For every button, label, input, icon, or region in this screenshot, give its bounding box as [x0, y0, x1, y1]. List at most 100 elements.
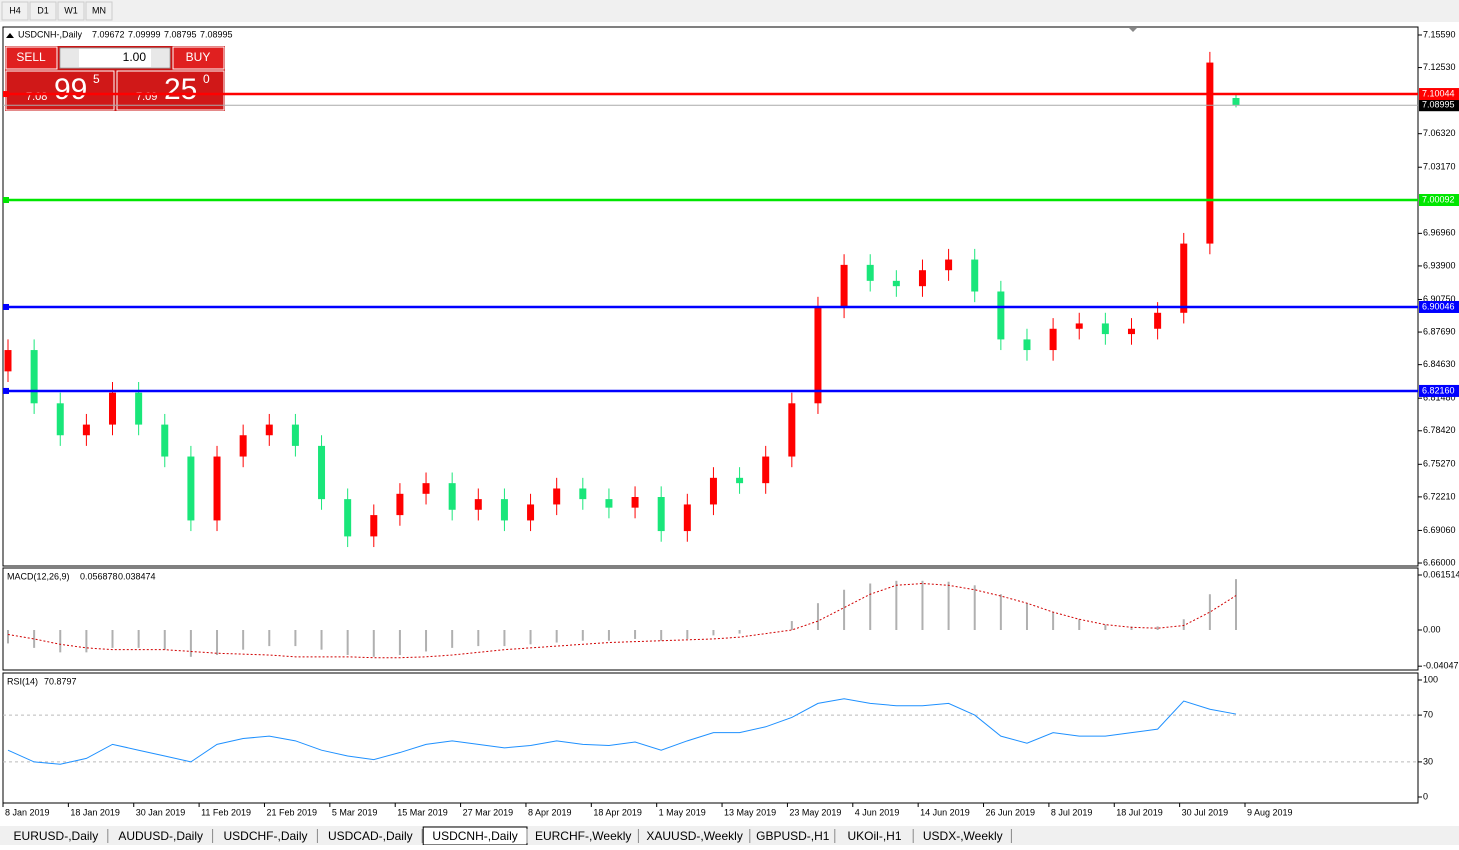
- y-tick-label: 6.84630: [1423, 359, 1456, 369]
- timeframe-button[interactable]: [85, 1, 113, 21]
- candle-body: [866, 264, 874, 281]
- tab[interactable]: [835, 827, 914, 845]
- candle-body: [892, 280, 900, 287]
- x-tick-label: 21 Feb 2019: [266, 807, 317, 817]
- candle-body: [109, 392, 117, 425]
- tab-label[interactable]: USDX-,Weekly: [923, 829, 1003, 843]
- rsi-tick-label: 30: [1423, 756, 1433, 766]
- candle-body: [1232, 98, 1240, 106]
- x-tick-label: 5 Mar 2019: [332, 807, 378, 817]
- candle-body: [945, 259, 953, 271]
- buy-price-big[interactable]: 7.09: [136, 91, 157, 103]
- buy-price-box[interactable]: [116, 70, 225, 111]
- tab-label[interactable]: USDCHF-,Daily: [224, 829, 308, 843]
- macd-tick-label: 0.00: [1423, 624, 1441, 634]
- candle-body: [579, 488, 587, 500]
- x-tick-label: 14 Jun 2019: [920, 807, 970, 817]
- candle-body: [161, 424, 169, 457]
- timeframe-button[interactable]: [29, 1, 57, 21]
- y-tick-label: 6.72210: [1423, 491, 1456, 501]
- tab[interactable]: [750, 827, 835, 845]
- level-anchor[interactable]: [3, 387, 9, 394]
- x-tick-label: 18 Apr 2019: [593, 807, 642, 817]
- level-label: 6.90046: [1422, 301, 1455, 311]
- level-anchor[interactable]: [3, 197, 9, 204]
- candle-body: [971, 259, 979, 292]
- sell-price-box[interactable]: [5, 70, 115, 111]
- timeframe-button[interactable]: [1, 1, 29, 21]
- lot-field[interactable]: [59, 47, 171, 69]
- x-tick-label: 8 Apr 2019: [528, 807, 572, 817]
- x-tick-label: 18 Jan 2019: [70, 807, 120, 817]
- y-tick-label: 7.15590: [1423, 29, 1456, 39]
- macd-signal: [7, 583, 1237, 659]
- candle-body: [1154, 312, 1162, 329]
- tab-label[interactable]: UKOil-,H1: [847, 829, 901, 843]
- timeframe-label[interactable]: H4: [9, 5, 21, 15]
- rsi-tick-label: 70: [1423, 709, 1433, 719]
- x-tick-label: 9 Aug 2019: [1247, 807, 1293, 817]
- x-tick-label: 26 Jun 2019: [986, 807, 1036, 817]
- macd-panel: [2, 567, 1419, 671]
- tab-label[interactable]: EURUSD-,Daily: [14, 829, 99, 843]
- x-tick-label: 8 Jan 2019: [5, 807, 50, 817]
- macd-title: MACD(12,26,9): [7, 571, 70, 581]
- buy-price-pips[interactable]: 25: [164, 73, 197, 106]
- x-tick-label: 30 Jul 2019: [1182, 807, 1229, 817]
- candle-body: [631, 497, 639, 508]
- sell-button[interactable]: [5, 46, 58, 70]
- level-label-box: [1419, 384, 1459, 397]
- timeframe-label[interactable]: D1: [37, 5, 49, 15]
- macd-signal-value: 0.038474: [118, 571, 156, 581]
- tab-label[interactable]: USDCNH-,Daily: [432, 829, 517, 843]
- tab-label[interactable]: GBPUSD-,H1: [756, 829, 830, 843]
- sell-price-pips[interactable]: 99: [54, 73, 87, 106]
- sell-label[interactable]: SELL: [16, 50, 46, 64]
- timeframe-label[interactable]: W1: [64, 5, 78, 15]
- buy-label[interactable]: BUY: [186, 50, 211, 64]
- candle-body: [344, 499, 352, 537]
- sell-price-point[interactable]: 5: [93, 72, 100, 86]
- level-anchor[interactable]: [3, 303, 9, 310]
- y-tick-label: 6.81480: [1423, 393, 1456, 403]
- candle-body: [291, 424, 299, 446]
- tab[interactable]: [639, 827, 750, 845]
- lot-up[interactable]: [151, 49, 169, 67]
- tab[interactable]: [318, 827, 423, 845]
- tab-label[interactable]: AUDUSD-,Daily: [118, 829, 203, 843]
- timeframe-button[interactable]: [57, 1, 85, 21]
- lot-value[interactable]: 1.00: [123, 50, 147, 64]
- tab[interactable]: [213, 827, 318, 845]
- y-tick-label: 7.06320: [1423, 128, 1456, 138]
- timeframe-label[interactable]: MN: [92, 5, 106, 15]
- tab[interactable]: [528, 827, 639, 845]
- candle-body: [56, 403, 64, 436]
- candle-body: [1206, 62, 1214, 244]
- level-anchor[interactable]: [3, 91, 9, 98]
- trade-panel: SELL 1.00 BUY 7.08 99 5 7.09 25 0: [5, 46, 225, 111]
- candle-body: [239, 435, 247, 457]
- lot-down[interactable]: [61, 49, 79, 67]
- tab-label[interactable]: USDCAD-,Daily: [328, 829, 413, 843]
- rsi-tick-label: 100: [1423, 674, 1438, 684]
- tab[interactable]: [914, 827, 1012, 845]
- x-tick-label: 8 Jul 2019: [1051, 807, 1093, 817]
- tab-label[interactable]: XAUUSD-,Weekly: [646, 829, 742, 843]
- tab-label[interactable]: EURCHF-,Weekly: [535, 829, 631, 843]
- buy-button[interactable]: [172, 46, 225, 70]
- candle-body: [788, 403, 796, 457]
- x-tick-label: 30 Jan 2019: [136, 807, 186, 817]
- y-tick-label: 6.93900: [1423, 260, 1456, 270]
- sell-price-big[interactable]: 7.08: [26, 91, 47, 103]
- tab[interactable]: [4, 827, 108, 845]
- y-tick-label: 6.78420: [1423, 425, 1456, 435]
- y-tick-label: 6.87690: [1423, 326, 1456, 336]
- candle-body: [82, 424, 90, 436]
- tab[interactable]: [108, 827, 213, 845]
- buy-price-point[interactable]: 0: [203, 72, 210, 86]
- toolbar: [0, 0, 1459, 22]
- y-tick-label: 6.75270: [1423, 459, 1456, 469]
- candle-body: [1049, 328, 1057, 351]
- candle-body: [1127, 328, 1135, 335]
- x-tick-label: 4 Jun 2019: [855, 807, 900, 817]
